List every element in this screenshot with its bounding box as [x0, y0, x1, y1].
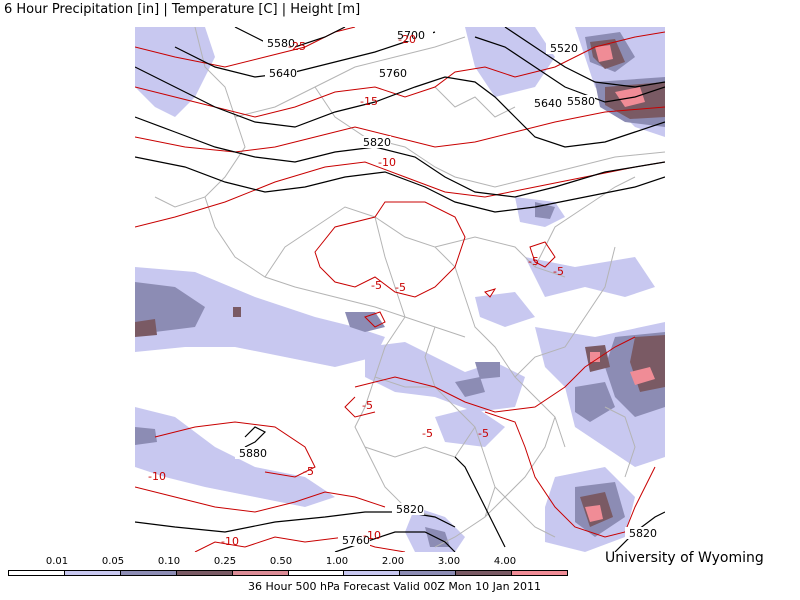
height-label-5820-south: 5820 — [396, 503, 424, 516]
legend-swatch — [344, 571, 401, 575]
temp-label-minus5-e: -5 — [362, 399, 373, 412]
temp-label-minus5-c: -5 — [528, 255, 539, 268]
temp-label-minus5-h: -5 — [303, 465, 314, 478]
temp-label-minus5-g: -5 — [478, 427, 489, 440]
legend-label: 0.05 — [101, 556, 125, 567]
height-label-5580-east: 5580 — [567, 95, 595, 108]
legend-swatch — [400, 571, 457, 575]
legend-label: 0.50 — [269, 556, 293, 567]
temp-label-minus5-b: -5 — [395, 281, 406, 294]
weather-map: 5700 5580 5640 5760 5520 5640 5580 5820 … — [135, 27, 665, 552]
legend-swatch — [176, 571, 233, 575]
height-label-5820: 5820 — [363, 136, 391, 149]
legend-labels: 0.01 0.05 0.10 0.25 0.50 1.00 2.00 3.00 … — [0, 556, 800, 570]
precip-max-areas — [585, 45, 655, 522]
height-label-5880: 5880 — [239, 447, 267, 460]
temp-label-minus25: -25 — [288, 40, 306, 53]
temp-label-minus10-west: -10 — [148, 470, 166, 483]
height-label-5700: 5700 — [397, 29, 425, 42]
precip-color-legend — [8, 570, 568, 576]
legend-swatch — [512, 571, 568, 575]
legend-swatch — [288, 571, 345, 575]
temp-label-minus5-d: -5 — [553, 265, 564, 278]
forecast-subtitle: 36 Hour 500 hPa Forecast Valid 00Z Mon 1… — [248, 580, 542, 593]
legend-swatch — [456, 571, 513, 575]
temp-label-minus15: -15 — [360, 95, 378, 108]
temp-label-minus10: -10 — [378, 156, 396, 169]
height-label-5580: 5580 — [267, 37, 295, 50]
legend-label: 3.00 — [437, 556, 461, 567]
height-label-5760-south: 5760 — [342, 534, 370, 547]
legend-label: 1.00 — [325, 556, 349, 567]
temp-label-minus20: -20 — [398, 33, 416, 46]
map-canvas: 5700 5580 5640 5760 5520 5640 5580 5820 … — [135, 27, 665, 552]
temperature-contour-labels: -20 -25 -15 -10 -5 -5 -5 -5 -5 -5 -5 -5 … — [148, 33, 564, 548]
height-label-5760: 5760 — [379, 67, 407, 80]
height-contours — [135, 27, 665, 552]
chart-title: 6 Hour Precipitation [in] | Temperature … — [4, 2, 361, 17]
height-contour-labels: 5700 5580 5640 5760 5520 5640 5580 5820 … — [235, 29, 657, 547]
legend-label: 2.00 — [381, 556, 405, 567]
credit-label: University of Wyoming — [605, 550, 764, 566]
legend-label: 0.25 — [213, 556, 237, 567]
legend-swatch — [9, 571, 65, 575]
temp-label-minus10-sw: -10 — [221, 535, 239, 548]
temp-label-minus10-south: -10 — [363, 529, 381, 542]
legend-label: 4.00 — [493, 556, 517, 567]
country-borders — [154, 27, 665, 548]
legend-swatch — [64, 571, 121, 575]
legend-swatch — [232, 571, 289, 575]
legend-swatch — [120, 571, 177, 575]
height-label-5820-se: 5820 — [629, 527, 657, 540]
legend-label: 0.10 — [157, 556, 181, 567]
height-label-5520: 5520 — [550, 42, 578, 55]
legend-label: 0.01 — [45, 556, 69, 567]
temp-label-minus5-f: -5 — [422, 427, 433, 440]
height-label-5640-east: 5640 — [534, 97, 562, 110]
height-label-5640: 5640 — [269, 67, 297, 80]
temp-label-minus5-a: -5 — [371, 279, 382, 292]
